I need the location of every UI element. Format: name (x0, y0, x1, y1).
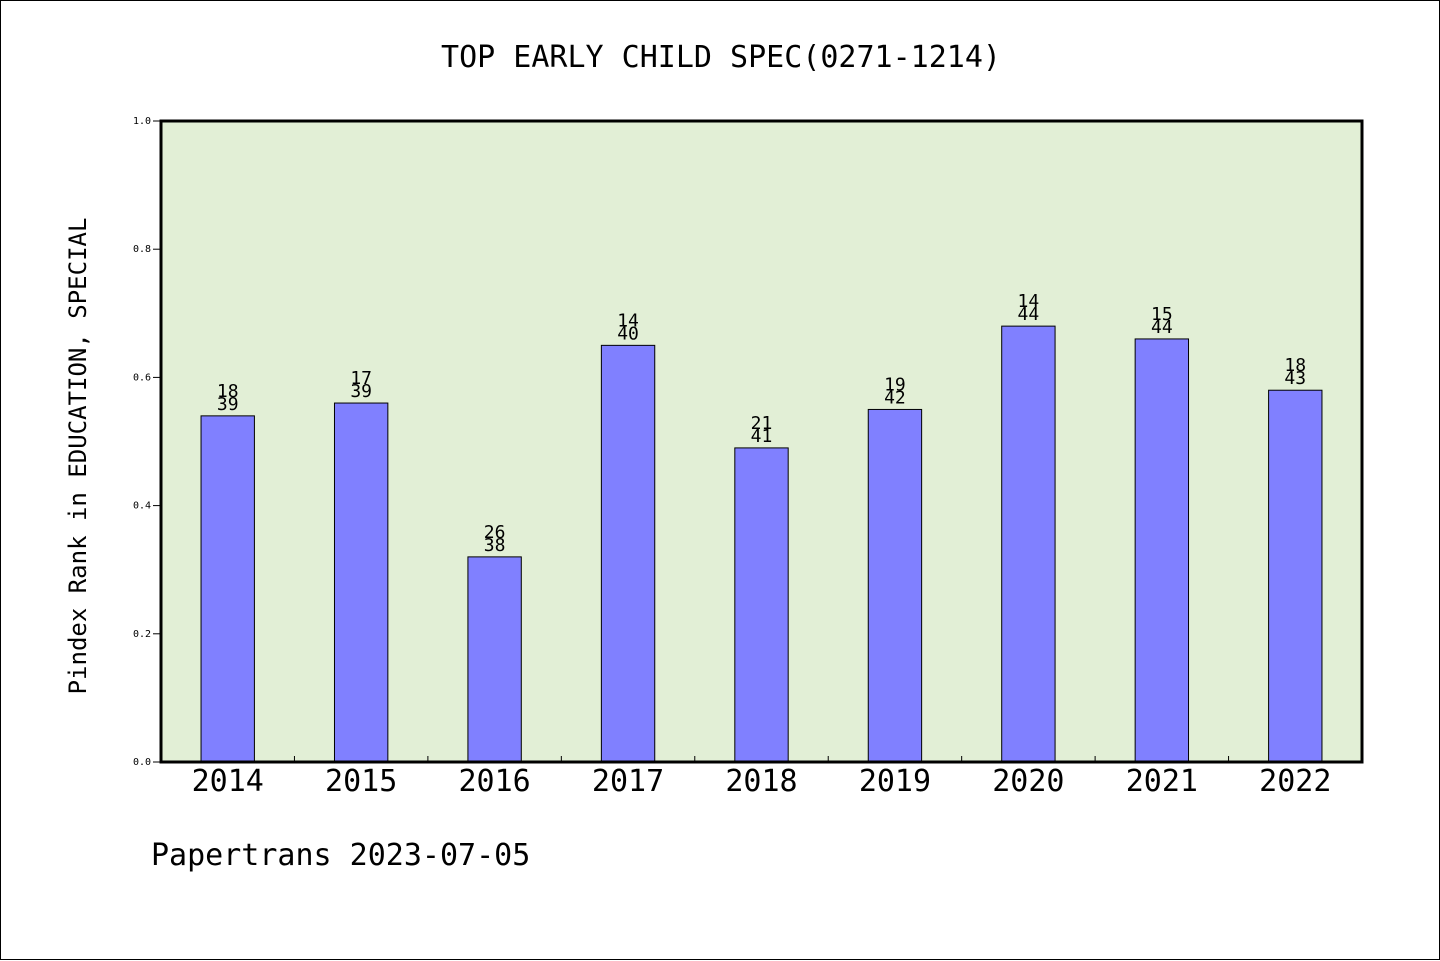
x-tick-label: 2015 (325, 764, 397, 799)
x-tick-label: 2017 (592, 764, 664, 799)
data-label-bottom: 42 (884, 387, 906, 408)
y-axis-label: Pindex Rank in EDUCATION, SPECIAL (64, 218, 92, 695)
data-label-bottom: 39 (217, 394, 239, 415)
data-label-top: 14 (1018, 291, 1040, 312)
x-tick-label: 2016 (458, 764, 530, 799)
x-tick-label: 2014 (192, 764, 264, 799)
bar-2016 (467, 556, 522, 763)
x-tick-label: 2022 (1259, 764, 1331, 799)
data-label-bottom: 38 (484, 535, 506, 556)
footer-text: Papertrans 2023-07-05 (151, 838, 530, 873)
x-tick-label: 2021 (1126, 764, 1198, 799)
data-label-top: 19 (884, 374, 906, 395)
data-label-bottom: 43 (1284, 368, 1306, 389)
bar-2014 (200, 415, 255, 763)
x-tick-label: 2018 (725, 764, 797, 799)
y-tick-label: 0.8 (133, 244, 151, 255)
data-label-bottom: 39 (350, 381, 372, 402)
data-label-bottom: 44 (1018, 304, 1040, 325)
data-label-bottom: 40 (617, 323, 639, 344)
y-tick-label: 0.2 (133, 629, 151, 640)
y-tick-label: 0.0 (133, 757, 151, 768)
bar-2019 (867, 408, 923, 763)
data-label-top: 26 (484, 522, 506, 543)
bar-2020 (1001, 325, 1056, 763)
bar-2021 (1134, 338, 1190, 763)
bar-2022 (1268, 389, 1323, 763)
chart-title: TOP EARLY CHILD SPEC(0271-1214) (441, 40, 1001, 75)
x-tick-label: 2019 (859, 764, 931, 799)
y-tick-label: 0.6 (133, 372, 151, 383)
y-axis-ticks: 0.0 0.2 0.4 0.6 0.8 1.0 (133, 116, 161, 768)
data-label-bottom: 44 (1151, 317, 1173, 338)
data-label-top: 15 (1151, 304, 1173, 325)
x-axis-ticks: 2014 2015 2016 2017 2018 2019 2020 2021 2022 (192, 756, 1331, 799)
bar-2018 (734, 447, 789, 763)
y-tick-label: 0.4 (133, 501, 151, 512)
data-label-top: 14 (617, 310, 639, 331)
x-tick-label: 2020 (992, 764, 1064, 799)
y-tick-label: 1.0 (133, 116, 151, 127)
bar-2017 (600, 344, 656, 763)
data-label-top: 18 (217, 381, 239, 402)
data-label-bottom: 41 (751, 426, 773, 447)
bar-2015 (333, 402, 389, 763)
data-label-top: 21 (751, 413, 773, 434)
plot-border (159, 119, 1364, 764)
data-label-top: 17 (350, 368, 372, 389)
bars-group (200, 325, 1323, 763)
data-label-top: 18 (1284, 355, 1306, 376)
